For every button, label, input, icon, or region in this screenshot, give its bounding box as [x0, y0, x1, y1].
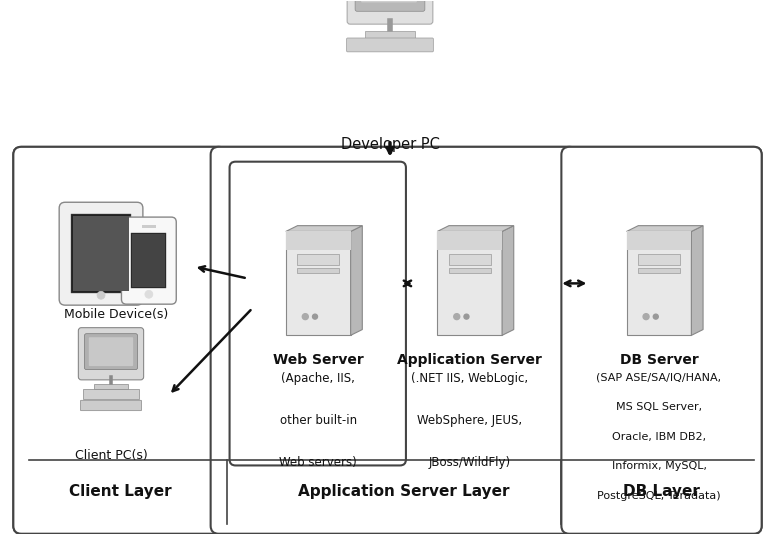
FancyBboxPatch shape — [13, 147, 762, 534]
FancyBboxPatch shape — [347, 0, 432, 24]
Polygon shape — [502, 225, 514, 335]
Text: DB Server: DB Server — [620, 352, 698, 367]
FancyBboxPatch shape — [122, 217, 176, 304]
Circle shape — [312, 314, 318, 319]
Text: (SAP ASE/SA/IQ/HANA,

MS SQL Server,

Oracle, IBM DB2,

Informix, MySQL,

Postgr: (SAP ASE/SA/IQ/HANA, MS SQL Server, Orac… — [597, 372, 722, 501]
Bar — [365, 31, 415, 39]
FancyBboxPatch shape — [211, 147, 577, 534]
Text: Web Server: Web Server — [273, 352, 363, 367]
FancyBboxPatch shape — [561, 147, 762, 534]
Bar — [73, 216, 129, 291]
Polygon shape — [437, 225, 514, 231]
Bar — [638, 268, 680, 273]
Circle shape — [464, 314, 469, 319]
Bar — [638, 254, 680, 265]
Text: Application Server Layer: Application Server Layer — [298, 484, 510, 499]
Bar — [286, 231, 350, 250]
Text: (.NET IIS, WebLogic,

WebSphere, JEUS,

JBoss/WildFly): (.NET IIS, WebLogic, WebSphere, JEUS, JB… — [412, 372, 529, 470]
Bar — [297, 268, 339, 273]
Circle shape — [97, 291, 105, 299]
Circle shape — [653, 314, 658, 319]
Bar — [94, 384, 128, 388]
FancyBboxPatch shape — [78, 328, 143, 380]
FancyBboxPatch shape — [229, 162, 406, 465]
Circle shape — [453, 314, 460, 320]
Text: (Apache, IIS,

other built-in

Web servers): (Apache, IIS, other built-in Web servers… — [279, 372, 357, 470]
Text: Developer PC: Developer PC — [340, 137, 439, 152]
Text: Client PC(s): Client PC(s) — [74, 449, 147, 462]
Bar — [627, 231, 691, 250]
Text: DB Layer: DB Layer — [623, 484, 700, 499]
Circle shape — [302, 314, 308, 320]
Polygon shape — [691, 225, 703, 335]
Bar — [84, 388, 139, 399]
Bar — [133, 234, 165, 287]
Bar — [297, 254, 339, 265]
Polygon shape — [350, 225, 362, 335]
Circle shape — [145, 291, 153, 298]
Text: Application Server: Application Server — [398, 352, 542, 367]
Bar — [132, 233, 167, 288]
Bar — [437, 231, 502, 250]
Bar — [627, 231, 691, 335]
FancyBboxPatch shape — [89, 337, 133, 366]
Text: Client Layer: Client Layer — [69, 484, 171, 499]
Bar — [437, 231, 502, 335]
FancyBboxPatch shape — [13, 147, 226, 534]
FancyBboxPatch shape — [84, 334, 137, 370]
Polygon shape — [286, 225, 362, 231]
Polygon shape — [627, 225, 703, 231]
FancyBboxPatch shape — [81, 400, 142, 410]
Bar — [142, 225, 156, 228]
FancyBboxPatch shape — [59, 202, 143, 305]
Bar — [449, 254, 491, 265]
FancyBboxPatch shape — [346, 38, 433, 52]
Text: Mobile Device(s): Mobile Device(s) — [64, 308, 168, 321]
Bar — [449, 268, 491, 273]
Bar — [286, 231, 350, 335]
FancyBboxPatch shape — [361, 0, 417, 2]
Circle shape — [643, 314, 649, 320]
FancyBboxPatch shape — [355, 0, 425, 11]
Bar — [71, 214, 131, 293]
